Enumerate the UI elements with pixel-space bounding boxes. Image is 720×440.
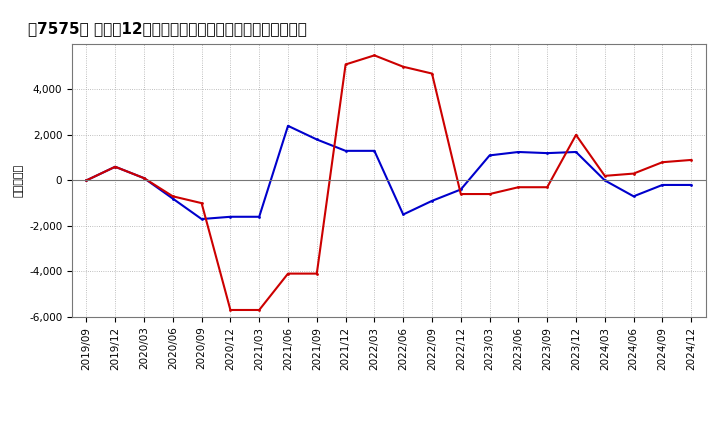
当期純利益 xyxy=(629,171,638,176)
当期純利益 xyxy=(658,160,667,165)
当期純利益 xyxy=(428,71,436,76)
当期純利益 xyxy=(399,64,408,70)
当期純利益 xyxy=(600,173,609,179)
当期純利益 xyxy=(312,271,321,276)
経常利益 xyxy=(226,214,235,220)
経常利益 xyxy=(197,216,206,222)
経常利益 xyxy=(111,164,120,169)
経常利益 xyxy=(543,150,552,156)
経常利益 xyxy=(658,182,667,187)
経常利益 xyxy=(255,214,264,220)
経常利益 xyxy=(82,178,91,183)
経常利益 xyxy=(514,149,523,154)
経常利益 xyxy=(687,182,696,187)
当期純利益 xyxy=(226,307,235,312)
当期純利益 xyxy=(370,53,379,58)
当期純利益 xyxy=(572,132,580,138)
当期純利益 xyxy=(111,164,120,169)
経常利益 xyxy=(341,148,350,154)
Line: 当期純利益: 当期純利益 xyxy=(85,54,693,312)
経常利益 xyxy=(312,137,321,142)
Line: 経常利益: 経常利益 xyxy=(85,125,693,220)
経常利益 xyxy=(284,123,292,128)
経常利益 xyxy=(629,194,638,199)
当期純利益 xyxy=(140,176,148,181)
当期純利益 xyxy=(687,158,696,163)
当期純利益 xyxy=(168,194,177,199)
当期純利益 xyxy=(543,185,552,190)
経常利益 xyxy=(456,187,465,192)
Text: ［7575］ 利益だ12か月移動合計の対前年同期増減額の推移: ［7575］ 利益だ12か月移動合計の対前年同期増減額の推移 xyxy=(27,21,307,36)
経常利益 xyxy=(370,148,379,154)
経常利益 xyxy=(428,198,436,203)
経常利益 xyxy=(168,196,177,201)
当期純利益 xyxy=(514,185,523,190)
当期純利益 xyxy=(82,178,91,183)
当期純利益 xyxy=(284,271,292,276)
経常利益 xyxy=(485,153,494,158)
経常利益 xyxy=(600,178,609,183)
当期純利益 xyxy=(341,62,350,67)
当期純利益 xyxy=(456,191,465,197)
経常利益 xyxy=(572,149,580,154)
経常利益 xyxy=(140,176,148,181)
当期純利益 xyxy=(485,191,494,197)
当期純利益 xyxy=(255,307,264,312)
経常利益 xyxy=(399,212,408,217)
当期純利益 xyxy=(197,201,206,206)
Y-axis label: （百万円）: （百万円） xyxy=(14,164,24,197)
